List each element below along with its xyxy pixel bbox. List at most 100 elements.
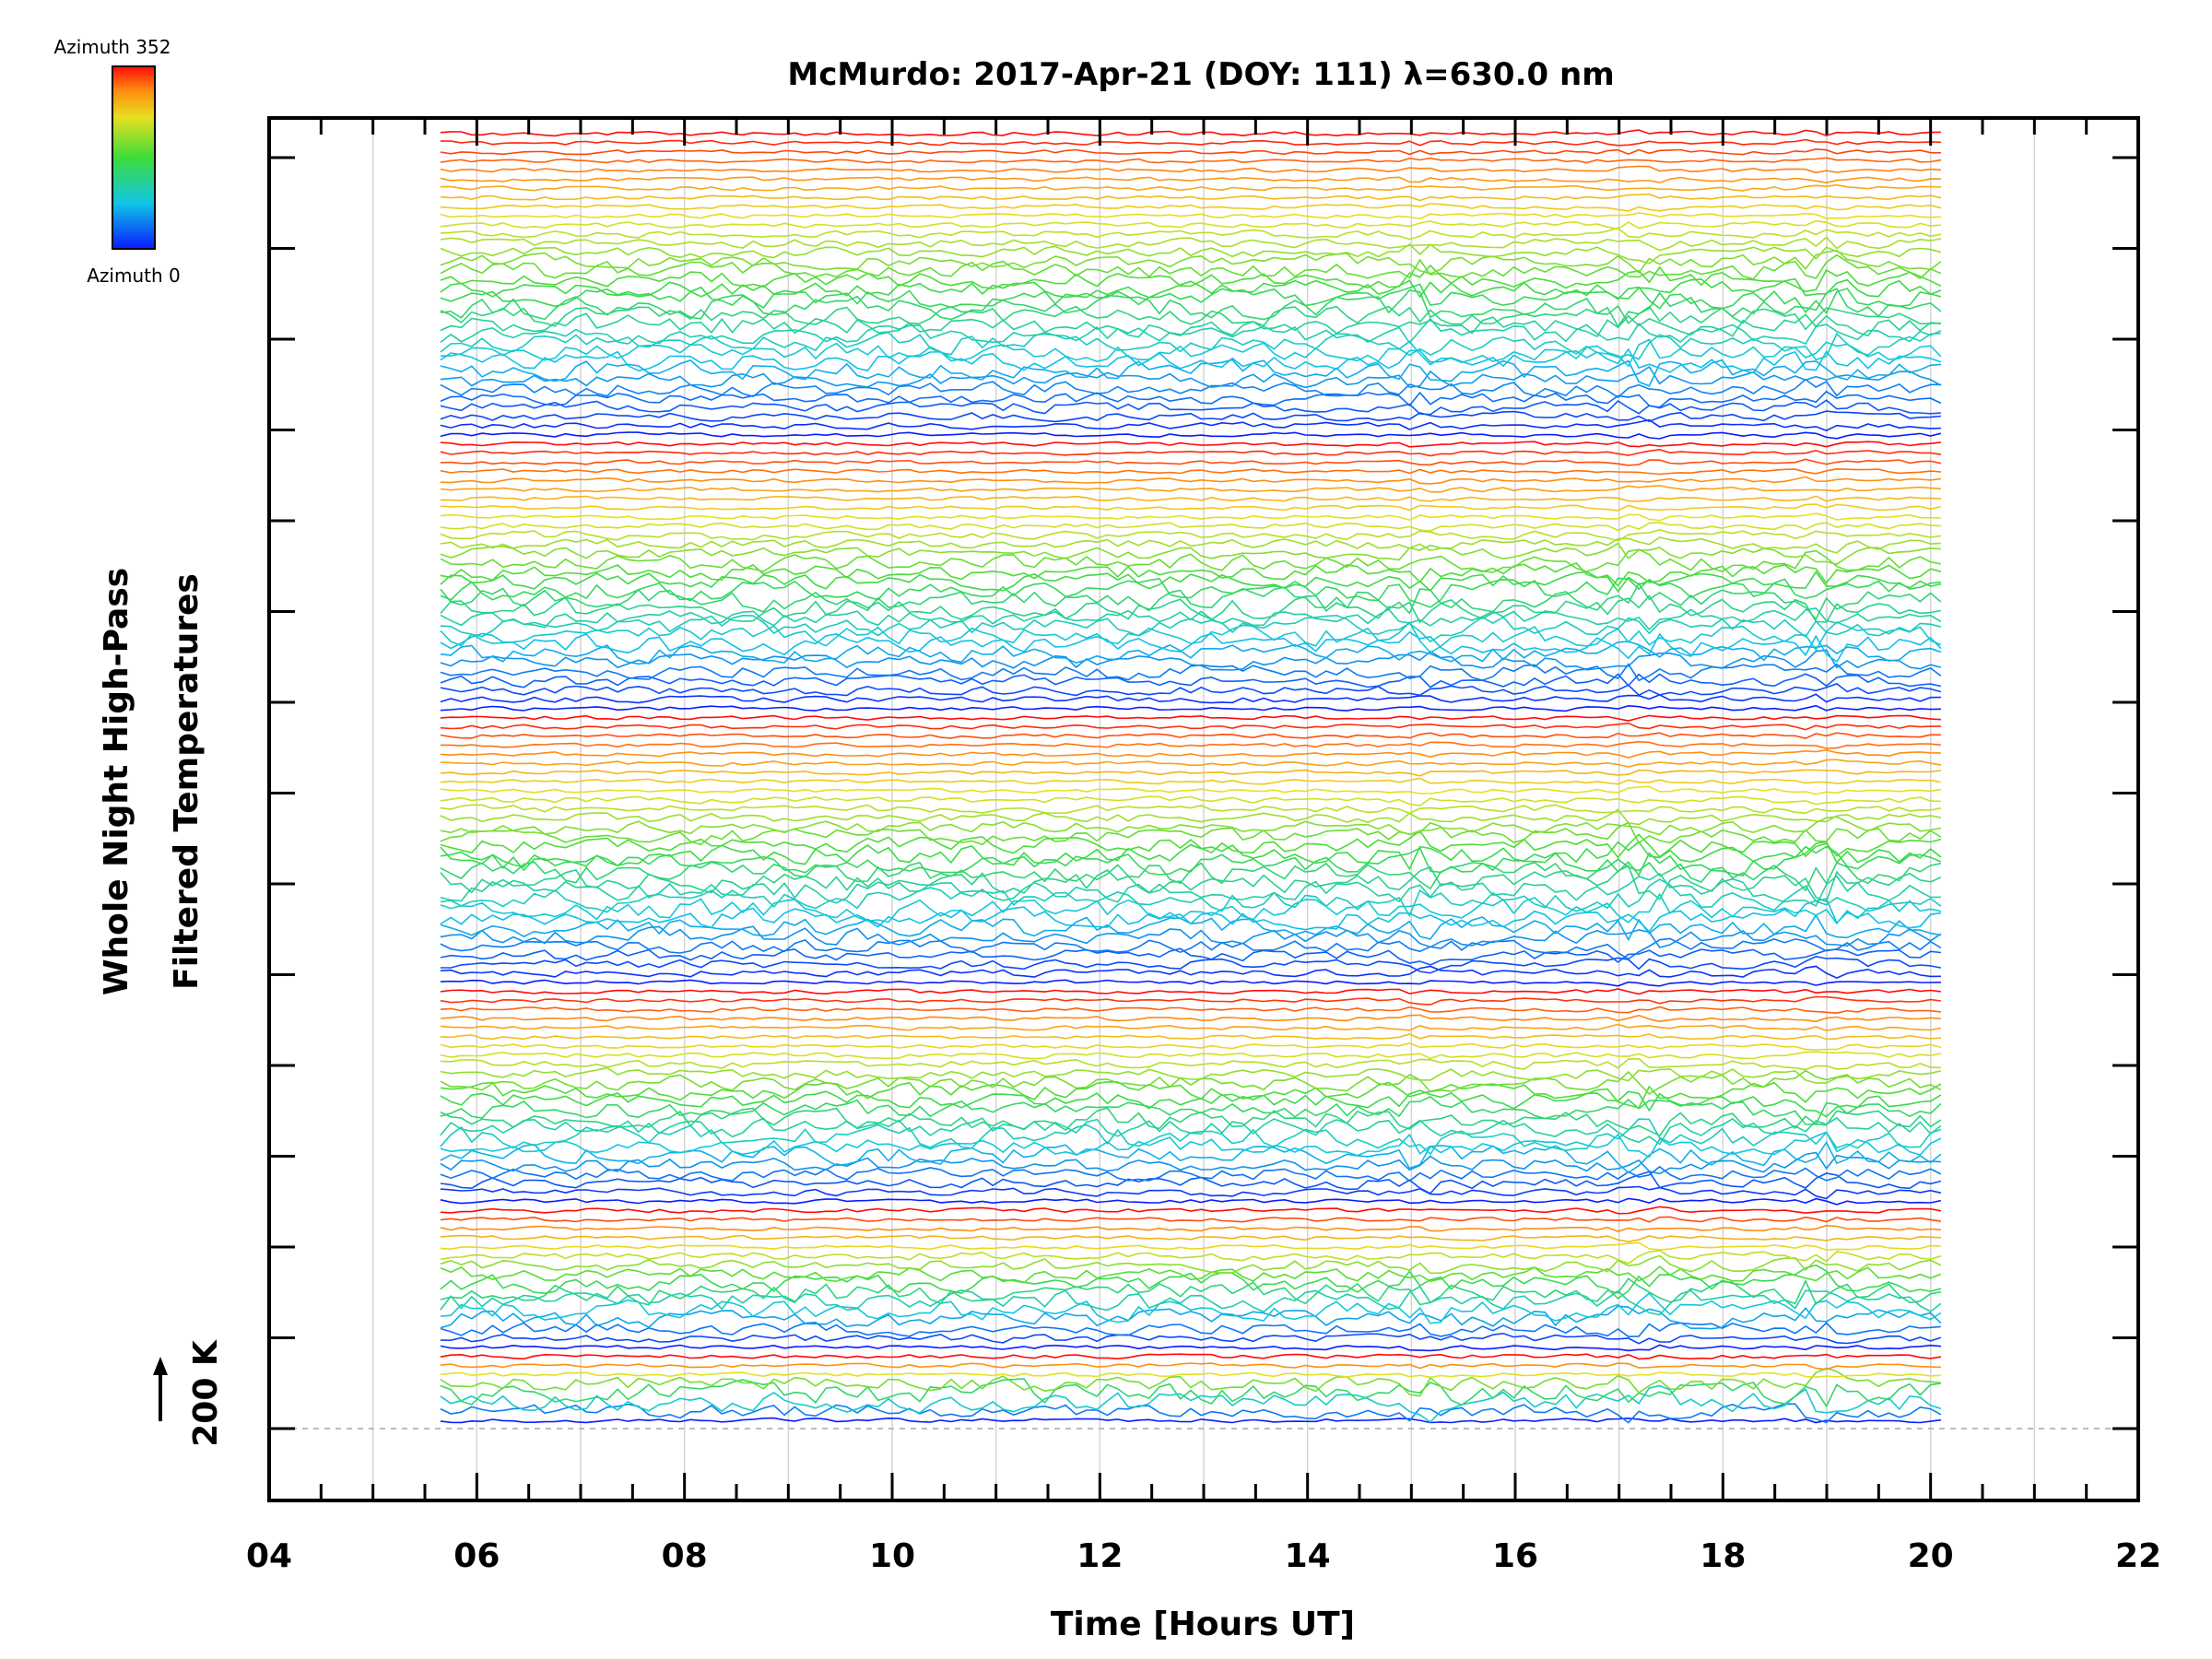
- series-trace: [440, 979, 1941, 987]
- series-trace: [440, 722, 1941, 731]
- series-trace: [440, 399, 1941, 416]
- series-trace: [440, 1277, 1942, 1306]
- series-trace: [440, 704, 1941, 712]
- series-trace: [440, 777, 1942, 785]
- series-trace: [440, 1151, 1941, 1175]
- series-trace: [440, 1384, 1942, 1423]
- y-axis-title-line2: Filtered Temperatures: [168, 573, 206, 990]
- series-trace: [440, 467, 1941, 476]
- x-tick-label: 14: [1285, 1537, 1331, 1575]
- series-trace: [440, 630, 1942, 664]
- series-trace: [440, 1006, 1941, 1015]
- series-trace: [440, 1089, 1942, 1118]
- colorbar-bottom-label: Azimuth 0: [87, 265, 181, 287]
- series-trace: [440, 458, 1942, 466]
- scale-label: 200 K: [187, 1339, 225, 1447]
- series-trace: [440, 1057, 1941, 1071]
- series-trace: [440, 769, 1941, 777]
- series-trace: [440, 176, 1941, 184]
- series-trace: [440, 1291, 1942, 1324]
- axis-ticks: [267, 118, 2140, 1500]
- series-trace: [440, 157, 1942, 164]
- series-trace: [440, 1041, 1942, 1051]
- series-trace: [440, 821, 1942, 846]
- series-trace: [440, 410, 1941, 423]
- series-trace: [440, 947, 1941, 966]
- series-trace: [440, 378, 1941, 399]
- series-trace: [440, 816, 1942, 836]
- series-trace: [440, 242, 1942, 265]
- series-trace: [440, 683, 1942, 697]
- series-trace: [440, 607, 1942, 631]
- series-trace: [440, 485, 1941, 493]
- series-trace: [440, 594, 1942, 624]
- series-trace: [440, 193, 1942, 202]
- series-trace: [440, 841, 1942, 871]
- scale-arrow-head: [153, 1357, 168, 1375]
- series-trace: [440, 503, 1942, 512]
- series-trace: [440, 913, 1942, 942]
- series-trace: [440, 858, 1942, 892]
- series-group: [440, 129, 1942, 1424]
- x-tick-label: 06: [453, 1537, 500, 1575]
- x-tick-label: 18: [1700, 1537, 1746, 1575]
- series-trace: [440, 359, 1941, 387]
- x-tick-label: 16: [1492, 1537, 1538, 1575]
- series-trace: [440, 390, 1942, 408]
- series-trace: [440, 548, 1942, 573]
- series-trace: [440, 830, 1942, 859]
- series-trace: [440, 714, 1941, 722]
- series-trace: [440, 965, 1941, 979]
- x-tick-label: 20: [1908, 1537, 1954, 1575]
- series-trace: [440, 1206, 1942, 1215]
- series-trace: [440, 872, 1941, 907]
- series-trace: [440, 264, 1942, 293]
- series-trace: [440, 577, 1941, 608]
- colorbar-gradient: [112, 65, 156, 250]
- series-trace: [440, 253, 1942, 280]
- series-trace: [440, 249, 1942, 275]
- series-trace: [440, 663, 1942, 682]
- series-trace: [440, 620, 1942, 654]
- series-trace: [440, 521, 1941, 532]
- series-trace: [440, 785, 1942, 795]
- series-trace: [440, 1403, 1942, 1424]
- series-trace: [440, 1107, 1942, 1137]
- series-trace: [440, 925, 1942, 948]
- series-trace: [440, 138, 1941, 147]
- series-trace: [440, 495, 1941, 502]
- series-trace: [440, 1353, 1942, 1360]
- series-trace: [440, 693, 1941, 704]
- colorbar-top-label: Azimuth 352: [54, 36, 171, 58]
- series-trace: [440, 288, 1942, 325]
- series-trace: [440, 571, 1942, 594]
- series-trace: [440, 441, 1941, 448]
- series-trace: [440, 1185, 1942, 1200]
- series-trace: [440, 1140, 1942, 1174]
- series-trace: [440, 937, 1942, 960]
- series-trace: [440, 528, 1942, 542]
- series-trace: [440, 431, 1942, 440]
- series-trace: [440, 1023, 1942, 1032]
- series-trace: [440, 1095, 1942, 1125]
- series-trace: [440, 212, 1941, 220]
- x-axis-title: Time [Hours UT]: [1051, 1606, 1355, 1643]
- series-trace: [440, 1265, 1942, 1284]
- series-trace: [440, 129, 1941, 137]
- series-trace: [440, 955, 1942, 974]
- series-trace: [440, 808, 1942, 826]
- series-trace: [440, 448, 1942, 457]
- series-trace: [440, 845, 1942, 877]
- series-trace: [440, 227, 1942, 241]
- series-trace: [440, 183, 1941, 192]
- series-trace: [440, 988, 1941, 995]
- series-trace: [440, 236, 1942, 252]
- series-trace: [440, 418, 1941, 431]
- series-trace: [440, 1014, 1941, 1023]
- series-trace: [440, 1080, 1942, 1109]
- series-trace: [440, 165, 1941, 174]
- series-trace: [440, 1417, 1941, 1424]
- series-trace: [440, 536, 1941, 554]
- series-trace: [440, 1033, 1941, 1041]
